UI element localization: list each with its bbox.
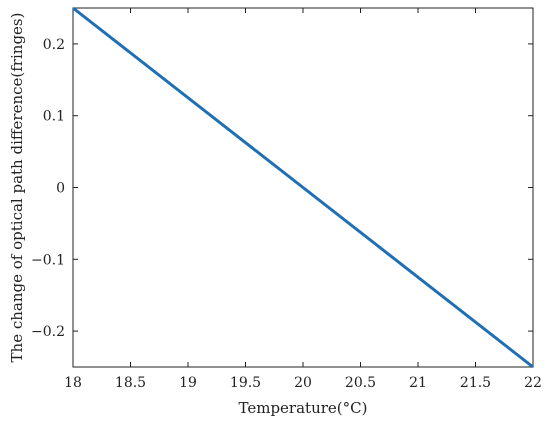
x-tick-label: 21 [409, 375, 427, 391]
x-axis-title: Temperature(°C) [239, 399, 368, 417]
y-tick-label: −0.2 [31, 324, 65, 340]
series-line [72, 6, 534, 369]
series-layer [72, 6, 534, 369]
x-tick-label: 22 [524, 375, 542, 391]
y-tick-label: 0.1 [43, 109, 65, 125]
x-tick-label: 20 [294, 375, 312, 391]
y-tick-label: 0 [56, 181, 65, 197]
x-tick-label: 19 [179, 375, 197, 391]
x-tick-label: 20.5 [345, 375, 376, 391]
x-tick-label: 18 [64, 375, 82, 391]
y-tick-label: 0.2 [43, 37, 65, 53]
x-axis: 18 18.5 19 19.5 20 20.5 21 21.5 22 [64, 8, 542, 391]
y-axis: 0.2 0.1 0 −0.1 −0.2 [31, 37, 533, 340]
x-tick-label: 19.5 [230, 375, 261, 391]
y-axis-title: The change of optical path difference(fr… [8, 13, 26, 363]
x-tick-label: 21.5 [460, 375, 491, 391]
x-tick-label: 18.5 [115, 375, 146, 391]
y-tick-label: −0.1 [31, 252, 65, 268]
